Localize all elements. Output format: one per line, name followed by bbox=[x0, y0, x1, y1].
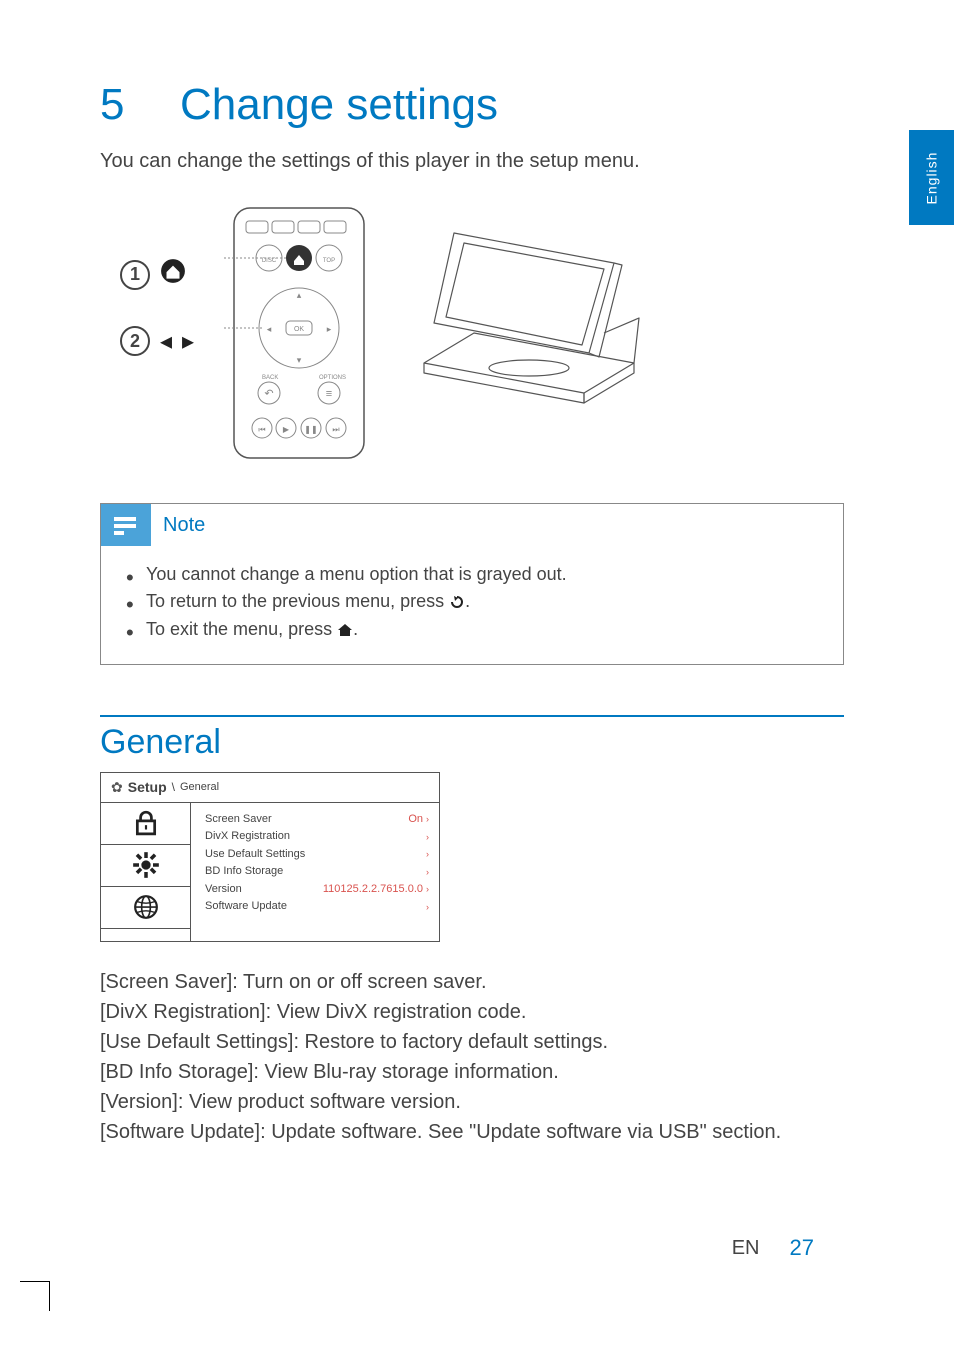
breadcrumb-root: Setup bbox=[128, 779, 167, 795]
setup-row-divx: DivX Registration › bbox=[205, 828, 429, 846]
svg-text:▾: ▾ bbox=[297, 355, 302, 365]
setup-menu-screenshot: ✿ Setup \ General Screen Saver bbox=[100, 772, 440, 942]
page-content: 5Change settings You can change the sett… bbox=[0, 0, 954, 1351]
chapter-title: 5Change settings bbox=[100, 80, 844, 130]
note-body: You cannot change a menu option that is … bbox=[101, 546, 843, 664]
note-box: Note You cannot change a menu option tha… bbox=[100, 503, 844, 665]
gear-icon: ✿ bbox=[111, 779, 123, 796]
footer-lang: EN bbox=[732, 1237, 760, 1260]
chevron-right-icon: › bbox=[426, 830, 429, 844]
setup-tabs bbox=[101, 803, 191, 941]
nav-right-icon: ▸ bbox=[182, 327, 194, 356]
footer-page-number: 27 bbox=[790, 1235, 814, 1261]
remote-illustration: DISC TOP OK ▴ ▾ ◂ ▸ BACK OPTIONS ↶ ≡ bbox=[224, 203, 374, 463]
note-item-1: You cannot change a menu option that is … bbox=[126, 561, 818, 588]
intro-text: You can change the settings of this play… bbox=[100, 150, 844, 173]
chevron-right-icon: › bbox=[426, 900, 429, 914]
callout-2: 2 ◂ ▸ bbox=[120, 326, 194, 356]
callout-number-2: 2 bbox=[120, 326, 150, 356]
svg-text:❚❚: ❚❚ bbox=[304, 425, 317, 434]
globe-icon bbox=[101, 887, 191, 929]
svg-text:TOP: TOP bbox=[323, 258, 335, 264]
back-icon bbox=[449, 589, 465, 616]
chevron-right-icon: › bbox=[426, 865, 429, 879]
setup-row-default: Use Default Settings › bbox=[205, 846, 429, 864]
setup-content: Screen Saver On› DivX Registration › Use… bbox=[191, 803, 439, 941]
setting-screensaver: [Screen Saver]: Turn on or off screen sa… bbox=[100, 967, 844, 997]
svg-text:◂: ◂ bbox=[267, 324, 272, 334]
svg-text:⏭: ⏭ bbox=[332, 425, 339, 434]
callout-column: 1 2 ◂ ▸ bbox=[120, 203, 194, 356]
note-item-3: To exit the menu, press . bbox=[126, 616, 818, 644]
settings-list: [Screen Saver]: Turn on or off screen sa… bbox=[100, 967, 844, 1147]
chapter-number: 5 bbox=[100, 80, 180, 130]
callout-1: 1 bbox=[120, 258, 194, 291]
chevron-right-icon: › bbox=[426, 884, 429, 894]
note-title: Note bbox=[163, 514, 205, 537]
setup-row-update: Software Update › bbox=[205, 898, 429, 916]
setting-default: [Use Default Settings]: Restore to facto… bbox=[100, 1027, 844, 1057]
svg-text:▸: ▸ bbox=[327, 324, 332, 334]
chevron-right-icon: › bbox=[426, 814, 429, 824]
setup-body: Screen Saver On› DivX Registration › Use… bbox=[101, 803, 439, 941]
diagram-area: 1 2 ◂ ▸ DISC TOP bbox=[100, 203, 844, 463]
page-footer: EN 27 bbox=[732, 1235, 814, 1261]
svg-text:OPTIONS: OPTIONS bbox=[319, 375, 346, 381]
breadcrumb-current: General bbox=[180, 781, 219, 793]
chevron-right-icon: › bbox=[426, 847, 429, 861]
setup-breadcrumb: ✿ Setup \ General bbox=[101, 773, 439, 803]
section-heading-general: General bbox=[100, 715, 844, 762]
breadcrumb-sep: \ bbox=[172, 780, 175, 794]
chapter-title-text: Change settings bbox=[180, 80, 498, 129]
player-illustration bbox=[404, 203, 664, 413]
svg-text:OK: OK bbox=[294, 326, 304, 333]
setup-row-version: Version 110125.2.2.7615.0.0› bbox=[205, 881, 429, 899]
setup-row-screensaver: Screen Saver On› bbox=[205, 811, 429, 829]
home-icon bbox=[337, 617, 353, 644]
setting-bdinfo: [BD Info Storage]: View Blu-ray storage … bbox=[100, 1057, 844, 1087]
setting-version: [Version]: View product software version… bbox=[100, 1087, 844, 1117]
svg-text:▶: ▶ bbox=[283, 425, 290, 434]
setting-update: [Software Update]: Update software. See … bbox=[100, 1117, 844, 1147]
svg-text:≡: ≡ bbox=[326, 388, 332, 400]
svg-text:▴: ▴ bbox=[297, 290, 302, 300]
note-icon bbox=[101, 504, 151, 546]
crop-mark bbox=[20, 1281, 50, 1311]
note-item-2: To return to the previous menu, press . bbox=[126, 588, 818, 616]
note-header: Note bbox=[101, 504, 843, 546]
svg-text:DISC: DISC bbox=[262, 258, 277, 264]
home-icon bbox=[160, 258, 186, 291]
callout-number-1: 1 bbox=[120, 260, 150, 290]
svg-text:↶: ↶ bbox=[264, 388, 273, 400]
nav-left-icon: ◂ bbox=[160, 327, 172, 356]
setup-row-bdinfo: BD Info Storage › bbox=[205, 863, 429, 881]
svg-text:⏮: ⏮ bbox=[258, 425, 265, 434]
svg-text:BACK: BACK bbox=[262, 375, 278, 381]
setting-divx: [DivX Registration]: View DivX registrat… bbox=[100, 997, 844, 1027]
lock-icon bbox=[101, 803, 191, 845]
gear-icon bbox=[101, 845, 191, 887]
setup-tab-blank bbox=[101, 929, 191, 941]
